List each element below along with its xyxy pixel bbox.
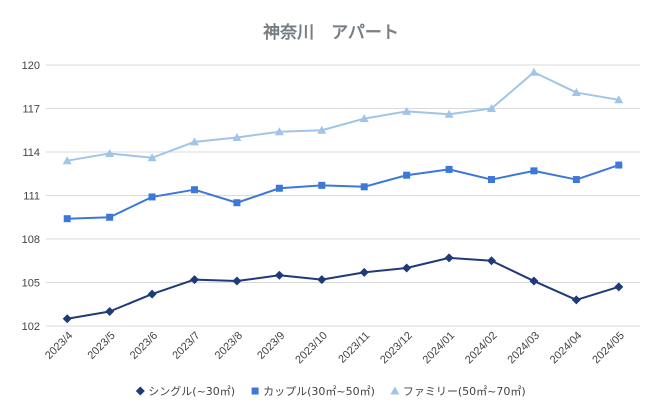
series-line bbox=[67, 71, 619, 162]
data-point bbox=[106, 213, 114, 221]
y-tick-label: 111 bbox=[23, 191, 40, 203]
data-point bbox=[445, 165, 453, 173]
y-tick-label: 114 bbox=[22, 147, 40, 159]
grid-lines bbox=[46, 64, 640, 327]
legend-item: シングル(~30㎡) bbox=[135, 384, 235, 398]
x-tick-label: 2024/05 bbox=[590, 330, 627, 367]
data-point bbox=[615, 161, 623, 169]
data-point bbox=[402, 263, 412, 273]
data-point bbox=[571, 295, 581, 305]
data-point bbox=[614, 282, 624, 292]
data-point bbox=[359, 114, 369, 123]
legend-item: ファミリー(50㎡~70㎡) bbox=[390, 385, 526, 398]
x-tick-label: 2023/5 bbox=[85, 330, 117, 362]
data-point bbox=[444, 253, 454, 263]
x-tick-label: 2024/04 bbox=[548, 330, 585, 367]
data-point bbox=[62, 156, 72, 165]
data-point bbox=[317, 125, 327, 134]
x-tick-label: 2023/8 bbox=[213, 330, 245, 362]
data-point bbox=[232, 276, 242, 286]
x-tick-label: 2023/10 bbox=[293, 330, 330, 367]
legend-label: ファミリー(50㎡~70㎡) bbox=[403, 385, 526, 398]
x-tick-label: 2023/6 bbox=[128, 330, 160, 362]
data-point bbox=[105, 307, 115, 316]
data-point bbox=[275, 184, 283, 192]
chart-title: 神奈川 アパート bbox=[263, 22, 399, 43]
x-tick-label: 2023/9 bbox=[255, 330, 287, 362]
data-point bbox=[572, 176, 580, 184]
data-point bbox=[488, 176, 495, 184]
y-tick-label: 117 bbox=[22, 104, 40, 116]
legend-marker bbox=[390, 386, 400, 395]
y-tick-label: 108 bbox=[22, 234, 40, 246]
data-point bbox=[62, 314, 72, 324]
data-point bbox=[530, 167, 538, 175]
y-tick-label: 120 bbox=[22, 60, 40, 72]
data-point bbox=[403, 171, 411, 179]
data-point bbox=[487, 104, 496, 112]
legend-marker bbox=[135, 386, 145, 396]
data-point bbox=[529, 67, 539, 76]
series-1 bbox=[62, 253, 624, 324]
data-point bbox=[359, 267, 369, 277]
x-tick-label: 2024/01 bbox=[421, 330, 458, 367]
data-point bbox=[274, 270, 284, 280]
x-tick-label: 2023/7 bbox=[170, 330, 202, 362]
y-tick-label: 102 bbox=[22, 321, 40, 333]
data-point bbox=[529, 276, 539, 286]
data-point bbox=[191, 186, 198, 194]
legend-marker bbox=[251, 387, 259, 395]
data-point bbox=[402, 106, 412, 115]
legend: シングル(~30㎡) カップル(30㎡~50㎡) ファミリー(50㎡~70㎡) bbox=[135, 384, 526, 398]
x-tick-label: 2023/4 bbox=[43, 330, 75, 362]
data-point bbox=[233, 199, 241, 207]
data-point bbox=[317, 275, 327, 285]
data-point bbox=[360, 183, 368, 191]
x-tick-label: 2023/12 bbox=[378, 330, 415, 367]
legend-item: カップル(30㎡~50㎡) bbox=[251, 385, 375, 398]
data-point bbox=[147, 289, 157, 299]
legend-label: シングル(~30㎡) bbox=[148, 384, 235, 398]
x-tick-label: 2024/03 bbox=[505, 330, 542, 367]
data-point bbox=[190, 137, 199, 146]
x-axis-ticks: 2023/4 2023/5 2023/6 2023/7 2023/8 2023/9 2023… bbox=[43, 330, 627, 367]
data-point bbox=[232, 133, 242, 141]
data-point bbox=[274, 127, 284, 136]
x-tick-label: 2024/02 bbox=[463, 330, 500, 367]
data-point bbox=[148, 193, 156, 201]
series-line bbox=[67, 164, 620, 220]
series-2 bbox=[63, 161, 623, 223]
series-3 bbox=[62, 67, 624, 165]
data-point bbox=[147, 153, 157, 162]
data-point bbox=[487, 256, 496, 266]
series-line bbox=[67, 256, 620, 320]
y-axis-ticks: 120 117 114 111 108 105 102 bbox=[22, 60, 40, 333]
y-tick-label: 105 bbox=[22, 278, 40, 290]
data-point bbox=[444, 109, 454, 118]
data-point bbox=[63, 215, 71, 223]
data-point bbox=[190, 275, 199, 285]
data-point bbox=[614, 95, 624, 104]
series-group bbox=[62, 67, 624, 324]
data-point bbox=[571, 88, 581, 97]
x-tick-label: 2023/11 bbox=[336, 330, 372, 366]
data-point bbox=[318, 181, 326, 189]
legend-label: カップル(30㎡~50㎡) bbox=[263, 385, 375, 398]
data-point bbox=[105, 148, 115, 157]
